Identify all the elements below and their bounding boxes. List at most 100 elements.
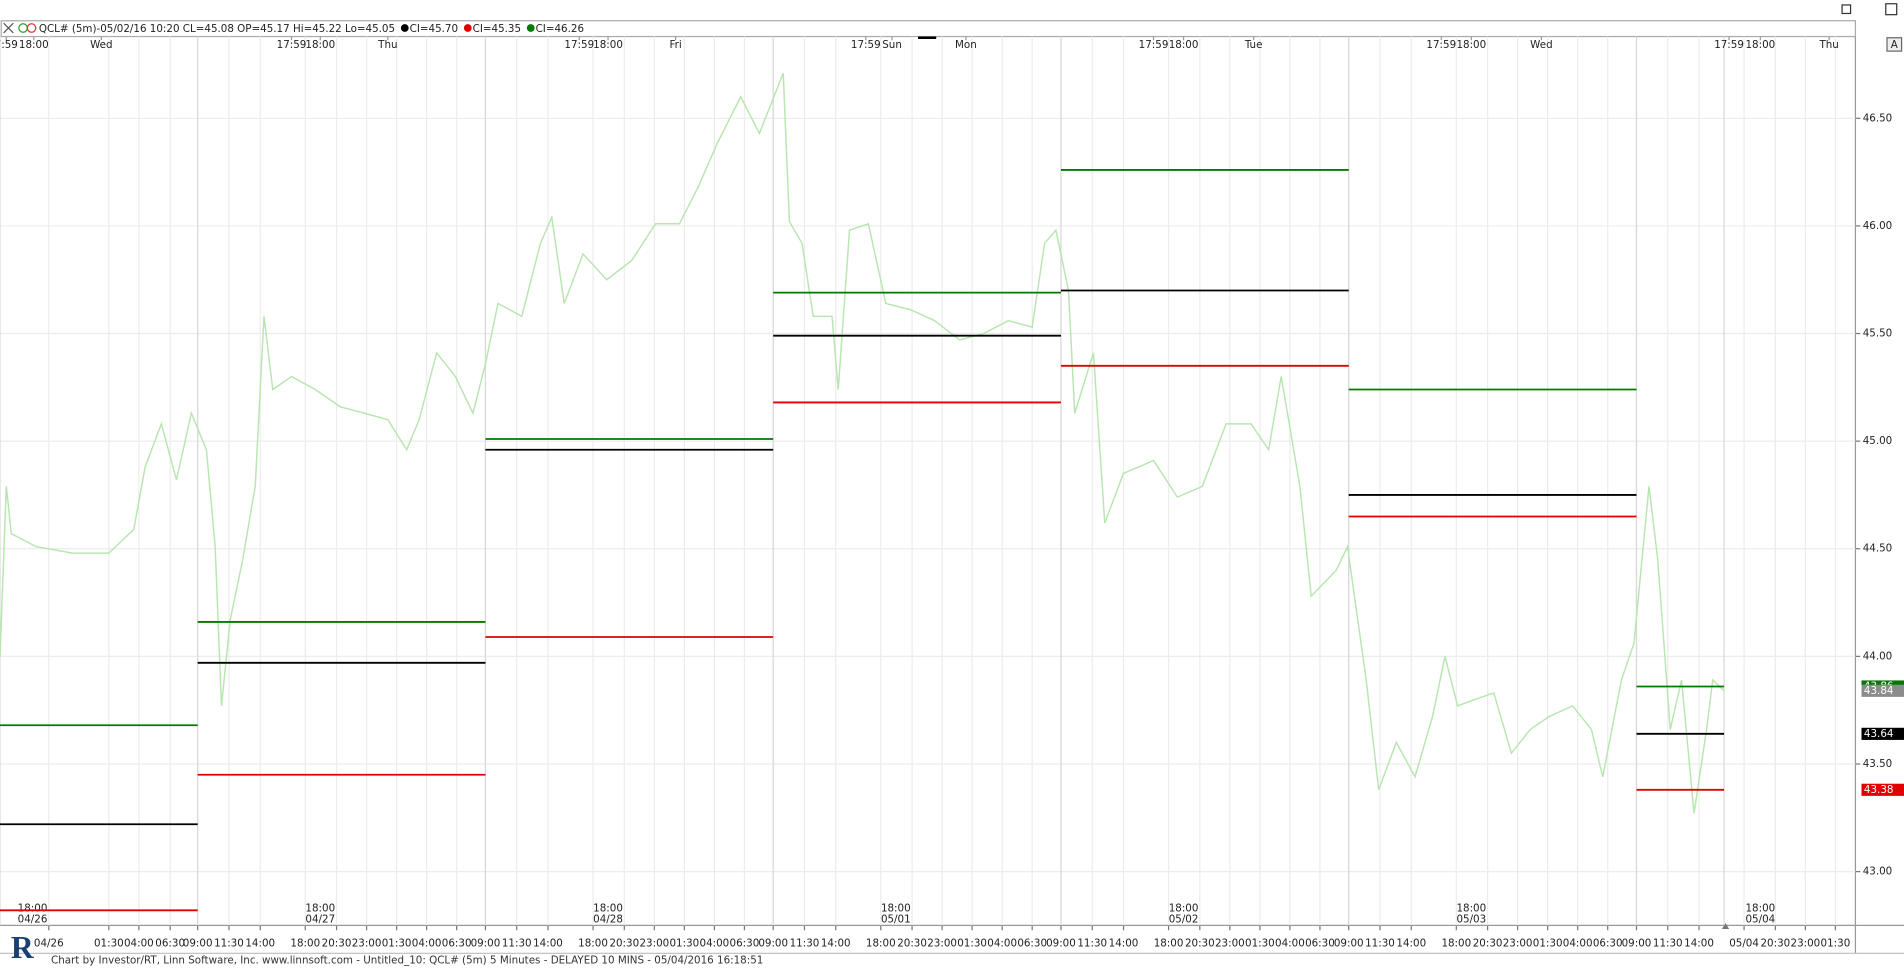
date-time-label: 18:00 bbox=[305, 902, 335, 914]
close-icon[interactable] bbox=[3, 22, 14, 34]
top-tick-label: Wed bbox=[1530, 39, 1552, 51]
header-title: QCL# (5m)-05/02/16 10:20 CL=45.08 OP=45.… bbox=[39, 23, 395, 35]
logo: R bbox=[11, 930, 35, 965]
x-tick-label: 20:30 bbox=[609, 938, 639, 950]
footer-text: Chart by Investor/RT, Linn Software, Inc… bbox=[51, 955, 763, 967]
legend-marker bbox=[526, 24, 535, 32]
top-tick-label: 18:00 bbox=[593, 39, 623, 51]
x-tick-label: 09:00 bbox=[1622, 938, 1652, 950]
top-tick-label: Sun bbox=[882, 39, 902, 51]
top-tick-label: 18:00 bbox=[1745, 39, 1775, 51]
top-tick-label: 18:00 bbox=[1456, 39, 1486, 51]
top-tick-label: 18:00 bbox=[305, 39, 335, 51]
x-tick-label: 18:00 bbox=[290, 938, 320, 950]
x-tick-label: 04:00 bbox=[987, 938, 1017, 950]
x-tick-label: 14:00 bbox=[1396, 938, 1426, 950]
legend-label: CI=45.35 bbox=[473, 23, 521, 35]
x-tick-label: 06:30 bbox=[730, 938, 760, 950]
x-tick-label: 23:00 bbox=[927, 938, 957, 950]
x-tick-label: 06:30 bbox=[1017, 938, 1047, 950]
date-time-label: 18:00 bbox=[881, 902, 911, 914]
date-label: 04/26 bbox=[18, 913, 48, 925]
x-tick-label: 11:30 bbox=[790, 938, 820, 950]
top-tick-label: Wed bbox=[90, 39, 112, 51]
date-label: 05/02 bbox=[1169, 913, 1199, 925]
top-tick-label: 17:59 bbox=[851, 39, 881, 51]
x-tick-label: 05/04 bbox=[1729, 938, 1759, 950]
top-tick-label: 17:59 bbox=[564, 39, 594, 51]
window-controls bbox=[1841, 3, 1898, 16]
top-tick-label: 17:59 bbox=[1426, 39, 1456, 51]
last-price-tag bbox=[1861, 684, 1904, 697]
x-tick-label: 04:00 bbox=[1275, 938, 1305, 950]
x-tick-label: 14:00 bbox=[245, 938, 275, 950]
x-tick-label: 11:30 bbox=[1077, 938, 1107, 950]
date-label: 04/27 bbox=[305, 913, 335, 925]
auto-button[interactable] bbox=[1886, 37, 1903, 52]
top-tick-label: Mon bbox=[955, 39, 977, 51]
x-tick-label: 11:30 bbox=[214, 938, 244, 950]
x-tick-label: 01:30 bbox=[1533, 938, 1563, 950]
top-tick-label: 18:00 bbox=[1169, 39, 1199, 51]
price-line bbox=[0, 72, 1725, 814]
x-tick-label: 23:00 bbox=[1503, 938, 1533, 950]
level-tag-label: 43.38 bbox=[1864, 784, 1894, 796]
x-tick-label: 06:30 bbox=[442, 938, 472, 950]
x-tick-label: 20:30 bbox=[1760, 938, 1790, 950]
x-tick-label: 20:30 bbox=[1185, 938, 1215, 950]
x-tick-label: 23:00 bbox=[1215, 938, 1245, 950]
scroll-arrow[interactable] bbox=[1721, 922, 1730, 930]
date-time-label: 18:00 bbox=[593, 902, 623, 914]
date-label: 05/03 bbox=[1456, 913, 1486, 925]
x-tick-label: 09:00 bbox=[471, 938, 501, 950]
top-tick-label: 7:59 bbox=[0, 39, 18, 51]
date-time-label: 18:00 bbox=[1745, 902, 1775, 914]
x-tick-label: 20:30 bbox=[322, 938, 352, 950]
x-tick-label: 01:30 bbox=[1821, 938, 1851, 950]
level-tag bbox=[1861, 783, 1904, 796]
date-time-label: 18:00 bbox=[1169, 902, 1199, 914]
last-price-label: 43.84 bbox=[1864, 685, 1894, 697]
top-tick-label: 17:59 bbox=[277, 39, 307, 51]
y-tick-label: 44.50 bbox=[1863, 543, 1893, 555]
date-time-label: 18:00 bbox=[18, 902, 48, 914]
y-tick-label: 46.50 bbox=[1863, 112, 1893, 124]
x-tick-label: 01:30 bbox=[957, 938, 987, 950]
x-tick-label: 14:00 bbox=[1684, 938, 1714, 950]
x-tick-label: 23:00 bbox=[639, 938, 669, 950]
date-time-label: 18:00 bbox=[1456, 902, 1486, 914]
date-label: 05/04 bbox=[1745, 913, 1775, 925]
top-tick-label: Tue bbox=[1244, 39, 1263, 51]
maximize-icon[interactable] bbox=[1885, 3, 1898, 16]
x-tick-label: 04/26 bbox=[34, 938, 64, 950]
auto-button-label[interactable]: A bbox=[1891, 39, 1898, 51]
x-tick-label: 01:30 bbox=[1245, 938, 1275, 950]
x-tick-label: 20:30 bbox=[1473, 938, 1503, 950]
x-tick-label: 23:00 bbox=[352, 938, 382, 950]
x-tick-label: 14:00 bbox=[1109, 938, 1139, 950]
x-tick-label: 11:30 bbox=[1365, 938, 1395, 950]
x-tick-label: 06:30 bbox=[1305, 938, 1335, 950]
legend-marker bbox=[463, 24, 472, 32]
date-label: 05/01 bbox=[881, 913, 911, 925]
y-tick-label: 45.00 bbox=[1863, 435, 1893, 447]
x-tick-label: 18:00 bbox=[1154, 938, 1184, 950]
x-tick-label: 09:00 bbox=[758, 938, 788, 950]
date-label: 04/28 bbox=[593, 913, 623, 925]
x-tick-label: 01:30 bbox=[670, 938, 700, 950]
y-tick-label: 45.50 bbox=[1863, 328, 1893, 340]
x-tick-label: 14:00 bbox=[821, 938, 851, 950]
restore-icon[interactable] bbox=[1841, 4, 1852, 15]
level-tag-label: 43.64 bbox=[1864, 728, 1894, 740]
x-tick-label: 18:00 bbox=[1441, 938, 1471, 950]
y-tick-label: 43.50 bbox=[1863, 758, 1893, 770]
legend-label: CI=45.70 bbox=[410, 23, 458, 35]
legend-label: CI=46.26 bbox=[536, 23, 584, 35]
x-tick-label: 01:30 bbox=[382, 938, 412, 950]
y-tick-label: 43.00 bbox=[1863, 866, 1893, 878]
x-tick-label: 11:30 bbox=[1653, 938, 1683, 950]
x-tick-label: 09:00 bbox=[1046, 938, 1076, 950]
legend-marker bbox=[400, 24, 409, 32]
